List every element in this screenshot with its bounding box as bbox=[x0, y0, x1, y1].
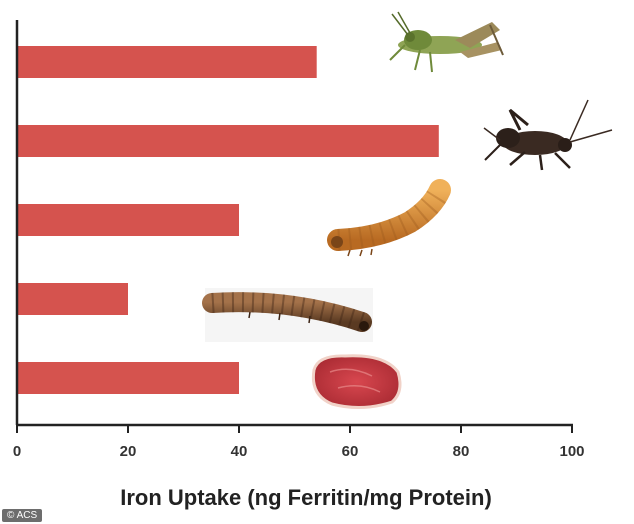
bar-mealworm bbox=[17, 204, 239, 236]
bar-grasshopper bbox=[17, 46, 317, 78]
credit-label: © ACS bbox=[2, 509, 43, 522]
x-tick-label-60: 60 bbox=[342, 443, 359, 460]
x-axis-title: Iron Uptake (ng Ferritin/mg Protein) bbox=[120, 485, 492, 510]
buffalo-worm-icon bbox=[202, 288, 373, 342]
x-tick-label-100: 100 bbox=[559, 443, 584, 460]
grasshopper-icon bbox=[389, 11, 504, 73]
bars-layer bbox=[17, 46, 439, 394]
x-tick-label-0: 0 bbox=[13, 443, 21, 460]
bar-cricket bbox=[17, 125, 439, 157]
x-tick-label-40: 40 bbox=[231, 443, 248, 460]
bar-sirloin-beef bbox=[17, 362, 239, 394]
bar-buffalo-worm bbox=[17, 283, 128, 315]
x-tick-label-80: 80 bbox=[453, 443, 470, 460]
x-axis-ticks: 0 20 40 60 80 100 bbox=[13, 425, 585, 460]
mealworm-icon bbox=[327, 179, 451, 257]
steak-icon bbox=[311, 354, 402, 409]
x-tick-label-20: 20 bbox=[120, 443, 137, 460]
cricket-icon bbox=[483, 99, 613, 171]
